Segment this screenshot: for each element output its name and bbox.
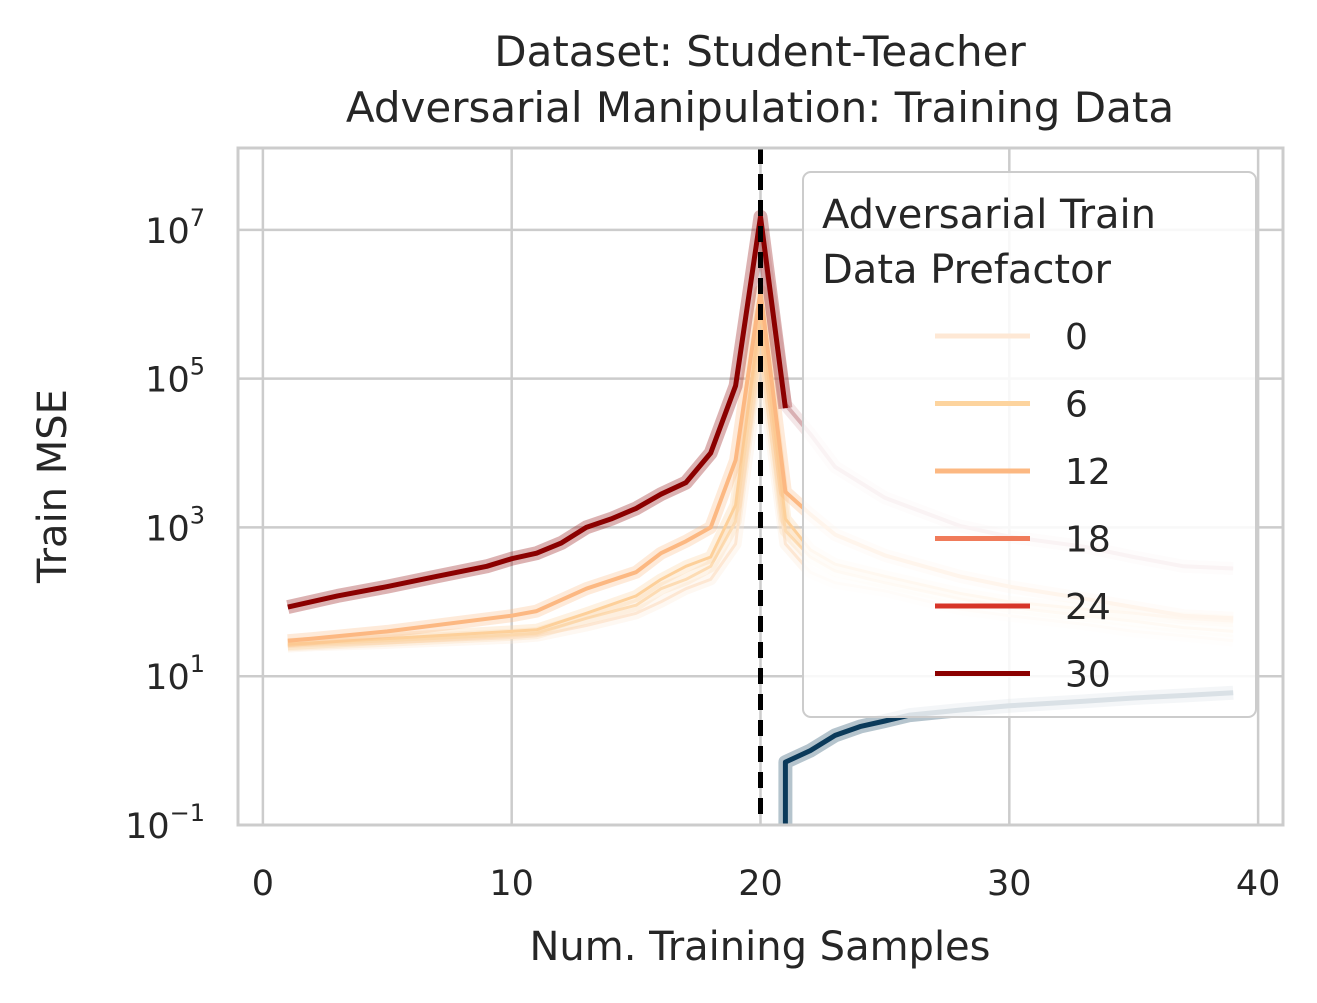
x-axis-label: Num. Training Samples xyxy=(529,924,990,970)
y-tick-base: 10 xyxy=(145,658,190,698)
legend-entries: 0 6 12 18 24 30 xyxy=(935,317,1111,696)
chart-title-line-2: Adversarial Manipulation: Training Data xyxy=(346,83,1174,132)
legend-label-0: 0 xyxy=(1065,317,1088,358)
y-tick-exponent: 1 xyxy=(190,650,205,678)
legend-label-30: 30 xyxy=(1065,655,1111,696)
x-tick-label: 10 xyxy=(489,864,534,904)
y-tick-base: 10 xyxy=(125,807,170,847)
x-tick-label: 40 xyxy=(1236,864,1281,904)
y-tick-exponent: 3 xyxy=(190,501,205,529)
y-tick-label: 103 xyxy=(145,501,205,549)
legend-label-18: 18 xyxy=(1065,520,1111,561)
chart-title-line-1: Dataset: Student-Teacher xyxy=(494,27,1026,76)
y-tick-exponent: −1 xyxy=(170,799,205,827)
y-tick-base: 10 xyxy=(145,212,190,252)
x-tick-label: 20 xyxy=(738,864,783,904)
y-tick-exponent: 5 xyxy=(190,353,205,381)
y-tick-base: 10 xyxy=(145,509,190,549)
y-tick-exponent: 7 xyxy=(190,204,205,232)
legend: Adversarial Train Data Prefactor 0 6 12 18 2… xyxy=(802,171,1257,718)
series-line-5 xyxy=(287,214,788,610)
y-tick-label: 101 xyxy=(145,650,205,698)
legend-label-12: 12 xyxy=(1065,452,1111,493)
y-axis-label: Train MSE xyxy=(30,389,76,584)
legend-label-24: 24 xyxy=(1065,587,1111,628)
y-tick-label: 107 xyxy=(145,204,205,252)
y-tick-base: 10 xyxy=(145,361,190,401)
plot-area xyxy=(236,146,1285,827)
legend-box xyxy=(802,171,1257,718)
y-tick-label: 10−1 xyxy=(125,799,205,847)
x-tick-label: 0 xyxy=(252,864,274,904)
y-tick-label: 105 xyxy=(145,353,205,401)
legend-title-line-2: Data Prefactor xyxy=(822,247,1112,293)
x-tick-label: 30 xyxy=(987,864,1032,904)
x-axis-ticks: 0 10 20 30 40 xyxy=(252,864,1281,904)
legend-title-line-1: Adversarial Train xyxy=(822,192,1156,238)
legend-label-6: 6 xyxy=(1065,385,1088,426)
